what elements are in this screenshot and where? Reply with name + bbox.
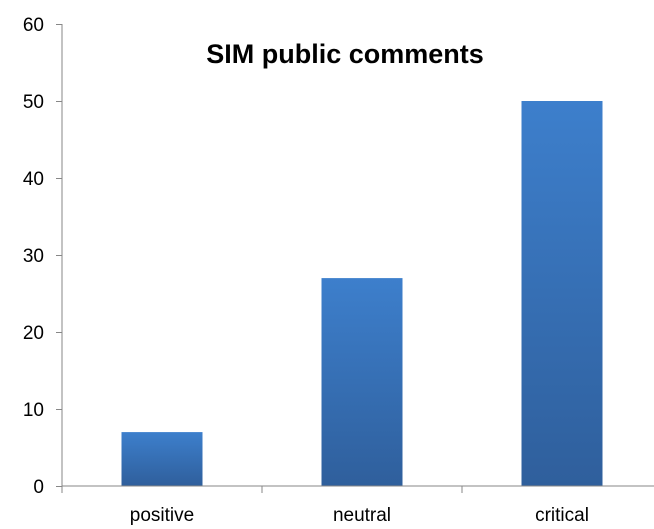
y-tick-label: 10 xyxy=(23,400,44,421)
x-tick-label-positive: positive xyxy=(130,505,194,526)
x-tick-label-critical: critical xyxy=(535,505,589,526)
x-tick-label-neutral: neutral xyxy=(333,505,391,526)
bar-positive xyxy=(121,432,203,486)
tick-labels: 0 10 20 30 40 50 60 positive neutral critical xyxy=(23,15,589,526)
y-tick-label: 40 xyxy=(23,169,44,190)
bars xyxy=(121,101,603,486)
y-tick-label: 60 xyxy=(23,15,44,36)
y-tick-label: 30 xyxy=(23,246,44,267)
y-tick-label: 0 xyxy=(33,477,44,498)
axes xyxy=(56,24,654,493)
y-tick-label: 50 xyxy=(23,92,44,113)
bar-neutral xyxy=(321,278,403,486)
y-tick-label: 20 xyxy=(23,323,44,344)
chart-title: SIM public comments xyxy=(206,39,484,69)
bar-critical xyxy=(521,101,603,486)
